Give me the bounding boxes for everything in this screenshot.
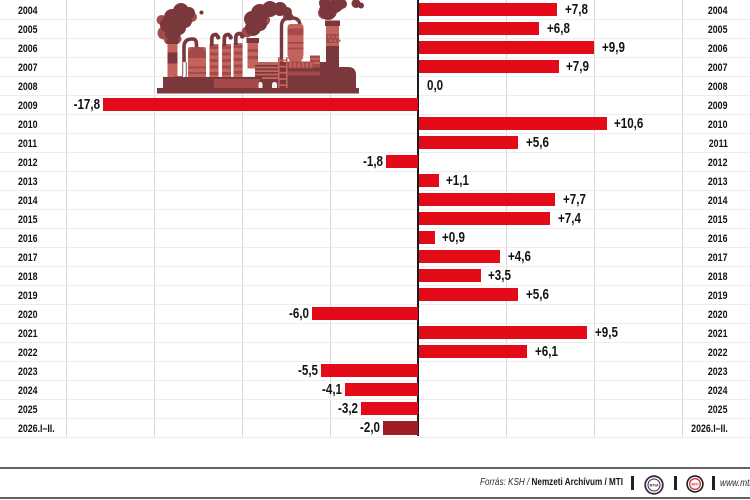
svg-text:MTI: MTI [692, 482, 699, 487]
svg-text:MTVA: MTVA [650, 483, 659, 487]
